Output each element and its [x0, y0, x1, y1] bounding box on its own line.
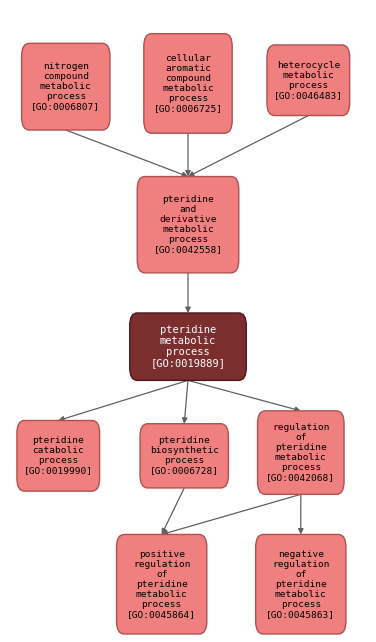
FancyBboxPatch shape: [137, 177, 239, 273]
Text: regulation
of
pteridine
metabolic
process
[GO:0042068]: regulation of pteridine metabolic proces…: [266, 423, 335, 482]
FancyBboxPatch shape: [256, 534, 346, 634]
Text: heterocycle
metabolic
process
[GO:0046483]: heterocycle metabolic process [GO:004648…: [274, 61, 343, 100]
Text: pteridine
biosynthetic
process
[GO:0006728]: pteridine biosynthetic process [GO:00067…: [150, 437, 219, 475]
Text: pteridine
metabolic
process
[GO:0019889]: pteridine metabolic process [GO:0019889]: [150, 325, 226, 369]
FancyBboxPatch shape: [140, 424, 228, 488]
Text: negative
regulation
of
pteridine
metabolic
process
[GO:0045863]: negative regulation of pteridine metabol…: [266, 550, 335, 619]
FancyBboxPatch shape: [144, 34, 232, 134]
FancyBboxPatch shape: [17, 421, 100, 491]
FancyBboxPatch shape: [21, 44, 110, 130]
FancyBboxPatch shape: [117, 534, 207, 634]
Text: cellular
aromatic
compound
metabolic
process
[GO:0006725]: cellular aromatic compound metabolic pro…: [153, 54, 223, 113]
Text: nitrogen
compound
metabolic
process
[GO:0006807]: nitrogen compound metabolic process [GO:…: [31, 62, 100, 111]
Text: pteridine
and
derivative
metabolic
process
[GO:0042558]: pteridine and derivative metabolic proce…: [153, 195, 223, 254]
Text: positive
regulation
of
pteridine
metabolic
process
[GO:0045864]: positive regulation of pteridine metabol…: [127, 550, 196, 619]
FancyBboxPatch shape: [258, 411, 344, 494]
FancyBboxPatch shape: [267, 45, 350, 116]
FancyBboxPatch shape: [130, 313, 246, 380]
Text: pteridine
catabolic
process
[GO:0019990]: pteridine catabolic process [GO:0019990]: [24, 437, 93, 475]
